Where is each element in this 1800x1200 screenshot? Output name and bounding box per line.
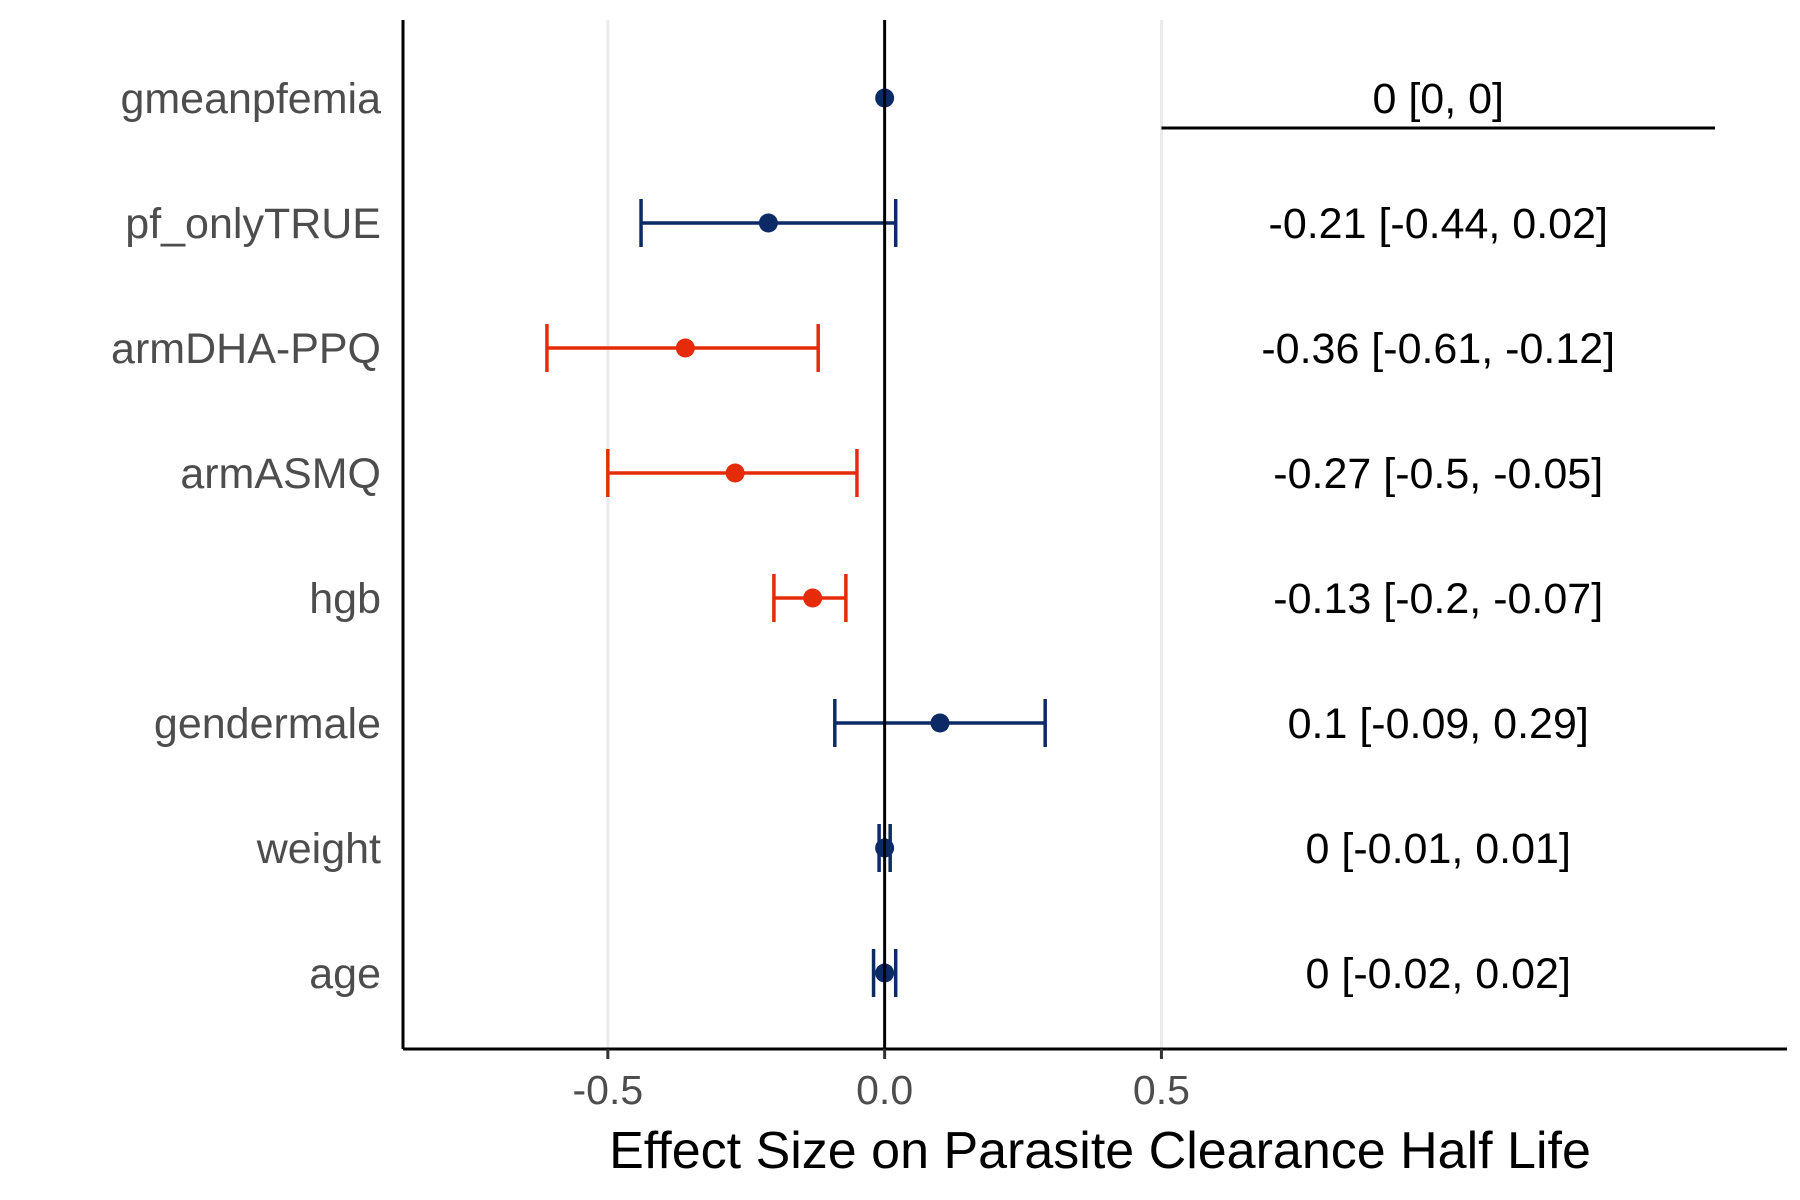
estimate-point — [758, 213, 778, 233]
y-category-label: age — [309, 950, 381, 998]
estimate-ci-label: 0.1 [-0.09, 0.29] — [1288, 700, 1589, 748]
estimate-ci-label: 0 [-0.01, 0.01] — [1306, 825, 1571, 873]
forest-row: pf_onlyTRUE -0.21 [-0.44, 0.02] — [125, 199, 1608, 248]
y-category-label: weight — [256, 825, 381, 873]
x-tick-label: -0.5 — [573, 1067, 644, 1113]
y-category-label: gendermale — [154, 700, 381, 748]
y-category-label: hgb — [309, 575, 381, 623]
estimate-ci-label: -0.21 [-0.44, 0.02] — [1269, 200, 1608, 248]
estimate-point — [725, 463, 745, 483]
estimate-ci-label: 0 [0, 0] — [1372, 75, 1503, 123]
estimate-ci-label: -0.36 [-0.61, -0.12] — [1261, 325, 1615, 373]
forest-row: armDHA-PPQ -0.36 [-0.61, -0.12] — [111, 324, 1615, 373]
estimate-point — [803, 588, 823, 608]
x-tick-label: 0.5 — [1133, 1067, 1190, 1113]
y-category-label: gmeanpfemia — [120, 75, 381, 123]
forest-row: age 0 [-0.02, 0.02] — [309, 949, 1571, 998]
forest-row: armASMQ -0.27 [-0.5, -0.05] — [180, 449, 1603, 498]
grid-lines — [606, 20, 1163, 1049]
forest-row: gmeanpfemia 0 [0, 0] — [120, 75, 1716, 130]
estimate-ci-label: -0.13 [-0.2, -0.07] — [1273, 575, 1603, 623]
x-tick-label: 0.0 — [856, 1067, 913, 1113]
estimate-point — [930, 713, 950, 733]
plot-rows: gmeanpfemia 0 [0, 0] pf_onlyTRUE -0.21 [-0.… — [111, 75, 1716, 998]
estimate-ci-label: 0 [-0.02, 0.02] — [1306, 950, 1571, 998]
forest-row: gendermale 0.1 [-0.09, 0.29] — [154, 699, 1589, 748]
forest-row: hgb -0.13 [-0.2, -0.07] — [309, 574, 1603, 623]
y-category-label: armDHA-PPQ — [111, 325, 381, 373]
y-category-label: pf_onlyTRUE — [125, 200, 381, 248]
forest-row: weight 0 [-0.01, 0.01] — [256, 824, 1571, 873]
y-category-label: armASMQ — [180, 450, 381, 498]
estimate-point — [675, 338, 695, 358]
axes: -0.5 0.0 0.5 — [401, 20, 1787, 1113]
estimate-ci-label: -0.27 [-0.5, -0.05] — [1273, 450, 1603, 498]
x-axis-title: Effect Size on Parasite Clearance Half L… — [609, 1122, 1591, 1180]
